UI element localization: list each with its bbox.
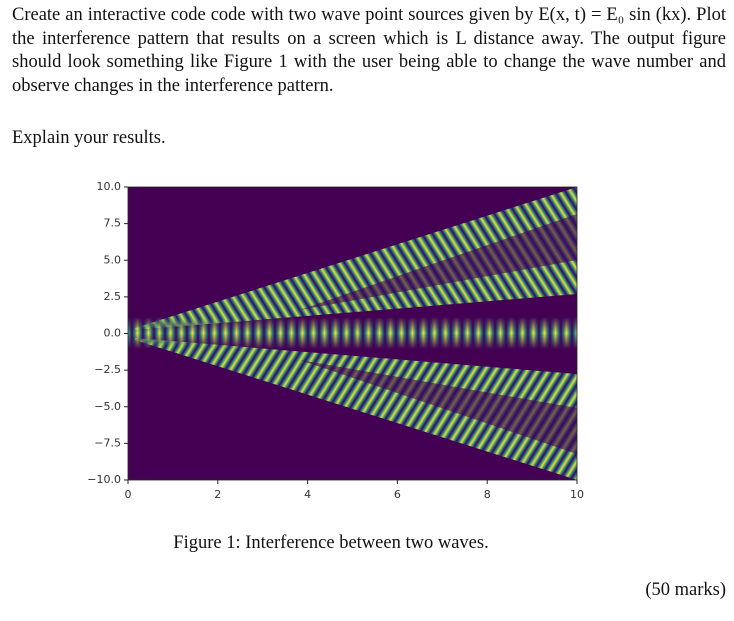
x-tick-label: 10: [570, 488, 584, 501]
marks: (50 marks): [645, 580, 726, 600]
lower-fringe-gap: [300, 360, 577, 454]
y-tick-label: −5.0: [94, 400, 121, 413]
instruction: Explain your results.: [12, 128, 166, 148]
x-tick-label: 0: [125, 488, 132, 501]
y-tick-label: −10.0: [87, 473, 121, 486]
upper-fringes: [135, 187, 577, 330]
y-tick-label: 7.5: [104, 217, 122, 230]
question-text: Create an interactive code code with two…: [12, 5, 726, 96]
x-tick-label: 8: [484, 488, 491, 501]
y-tick-label: −7.5: [94, 436, 121, 449]
x-tick-label: 6: [394, 488, 401, 501]
y-tick-label: 10.0: [97, 180, 122, 193]
y-tick-label: 5.0: [104, 253, 122, 266]
x-tick-label: 4: [304, 488, 311, 501]
y-tick-label: 2.5: [104, 290, 122, 303]
x-tick-label: 2: [214, 488, 221, 501]
central-fringes: [128, 317, 577, 349]
figure: 0 2 4 6 8 10 10.0 7.5 5.0 2.5 0.0 −2.5 −5.0 −7.5 −10.0: [87, 180, 584, 501]
lower-fringes: [135, 338, 577, 480]
upper-fringe-gap: [300, 214, 577, 310]
y-tick-label: −2.5: [94, 363, 121, 376]
y-tick-label: 0.0: [104, 327, 122, 340]
figure-caption: Figure 1: Interference between two waves…: [173, 533, 489, 553]
